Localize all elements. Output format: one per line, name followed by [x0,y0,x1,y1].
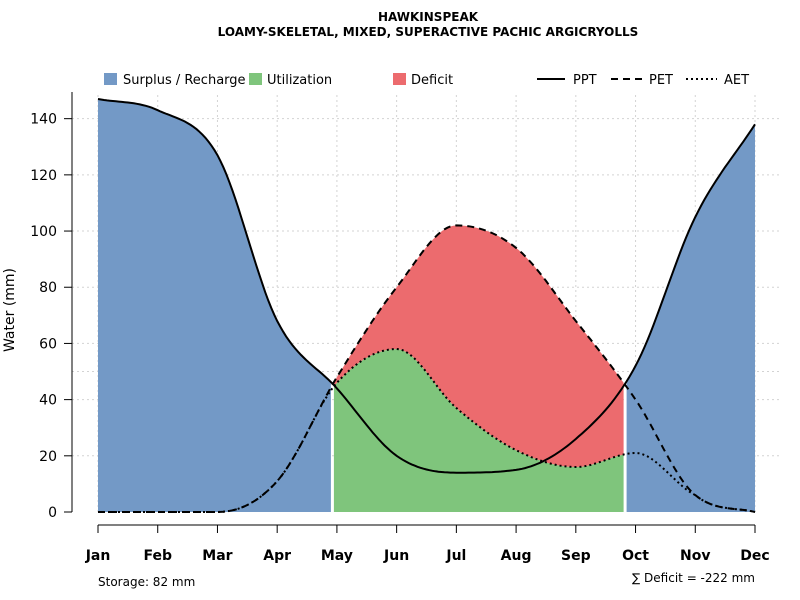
area-surplus-recharge [98,99,755,512]
y-axis-label: Water (mm) [2,268,18,352]
legend: Surplus / Recharge Utilization Deficit P… [104,73,749,88]
x-tick-label-feb: Feb [143,548,172,564]
x-tick-label-mar: Mar [202,548,232,564]
legend-label-pet: PET [649,73,673,88]
y-tick-label: 80 [39,280,57,296]
y-tick-label: 140 [30,112,57,128]
legend-label-deficit: Deficit [411,73,453,88]
series-line-pet [98,224,756,513]
y-tick-label: 60 [39,336,57,352]
chart-title: HAWKINSPEAK [378,10,479,24]
y-tick-label: 0 [48,505,57,521]
x-tick-label-oct: Oct [622,548,649,564]
series-lines [97,98,756,513]
y-tick-label: 120 [30,168,57,184]
legend-label-ppt: PPT [573,73,597,88]
x-tick-label-may: May [321,548,353,564]
area-deficit [333,225,624,467]
x-tick-label-nov: Nov [680,548,710,564]
area-utilization [333,349,624,512]
legend-label-surplus: Surplus / Recharge [123,73,246,88]
legend-label-aet: AET [724,73,749,88]
y-tick-label: 100 [30,224,57,240]
x-tick-label-jun: Jun [383,548,409,564]
x-tick-label-jul: Jul [445,548,466,564]
legend-swatch-utilization [249,73,262,85]
legend-label-utilization: Utilization [267,73,332,88]
y-tick-label: 40 [39,393,57,409]
storage-note: Storage: 82 mm [98,575,195,589]
x-tick-label-aug: Aug [501,548,532,564]
axes: 0 20 40 60 80 100 120 140 Jan Feb Mar Apr May Jun Jul A… [30,92,770,564]
y-tick-label: 20 [39,449,57,465]
series-line-ppt [97,98,756,474]
area-fills [98,99,755,512]
deficit-note: ∑ Deficit = -222 mm [632,571,755,585]
x-tick-label-sep: Sep [561,548,591,564]
legend-swatch-surplus [104,73,117,85]
x-tick-label-dec: Dec [740,548,769,564]
x-tick-label-jan: Jan [85,548,111,564]
legend-swatch-deficit [393,73,406,85]
x-tick-label-apr: Apr [263,548,291,564]
chart-subtitle: LOAMY-SKELETAL, MIXED, SUPERACTIVE PACHI… [218,25,639,39]
